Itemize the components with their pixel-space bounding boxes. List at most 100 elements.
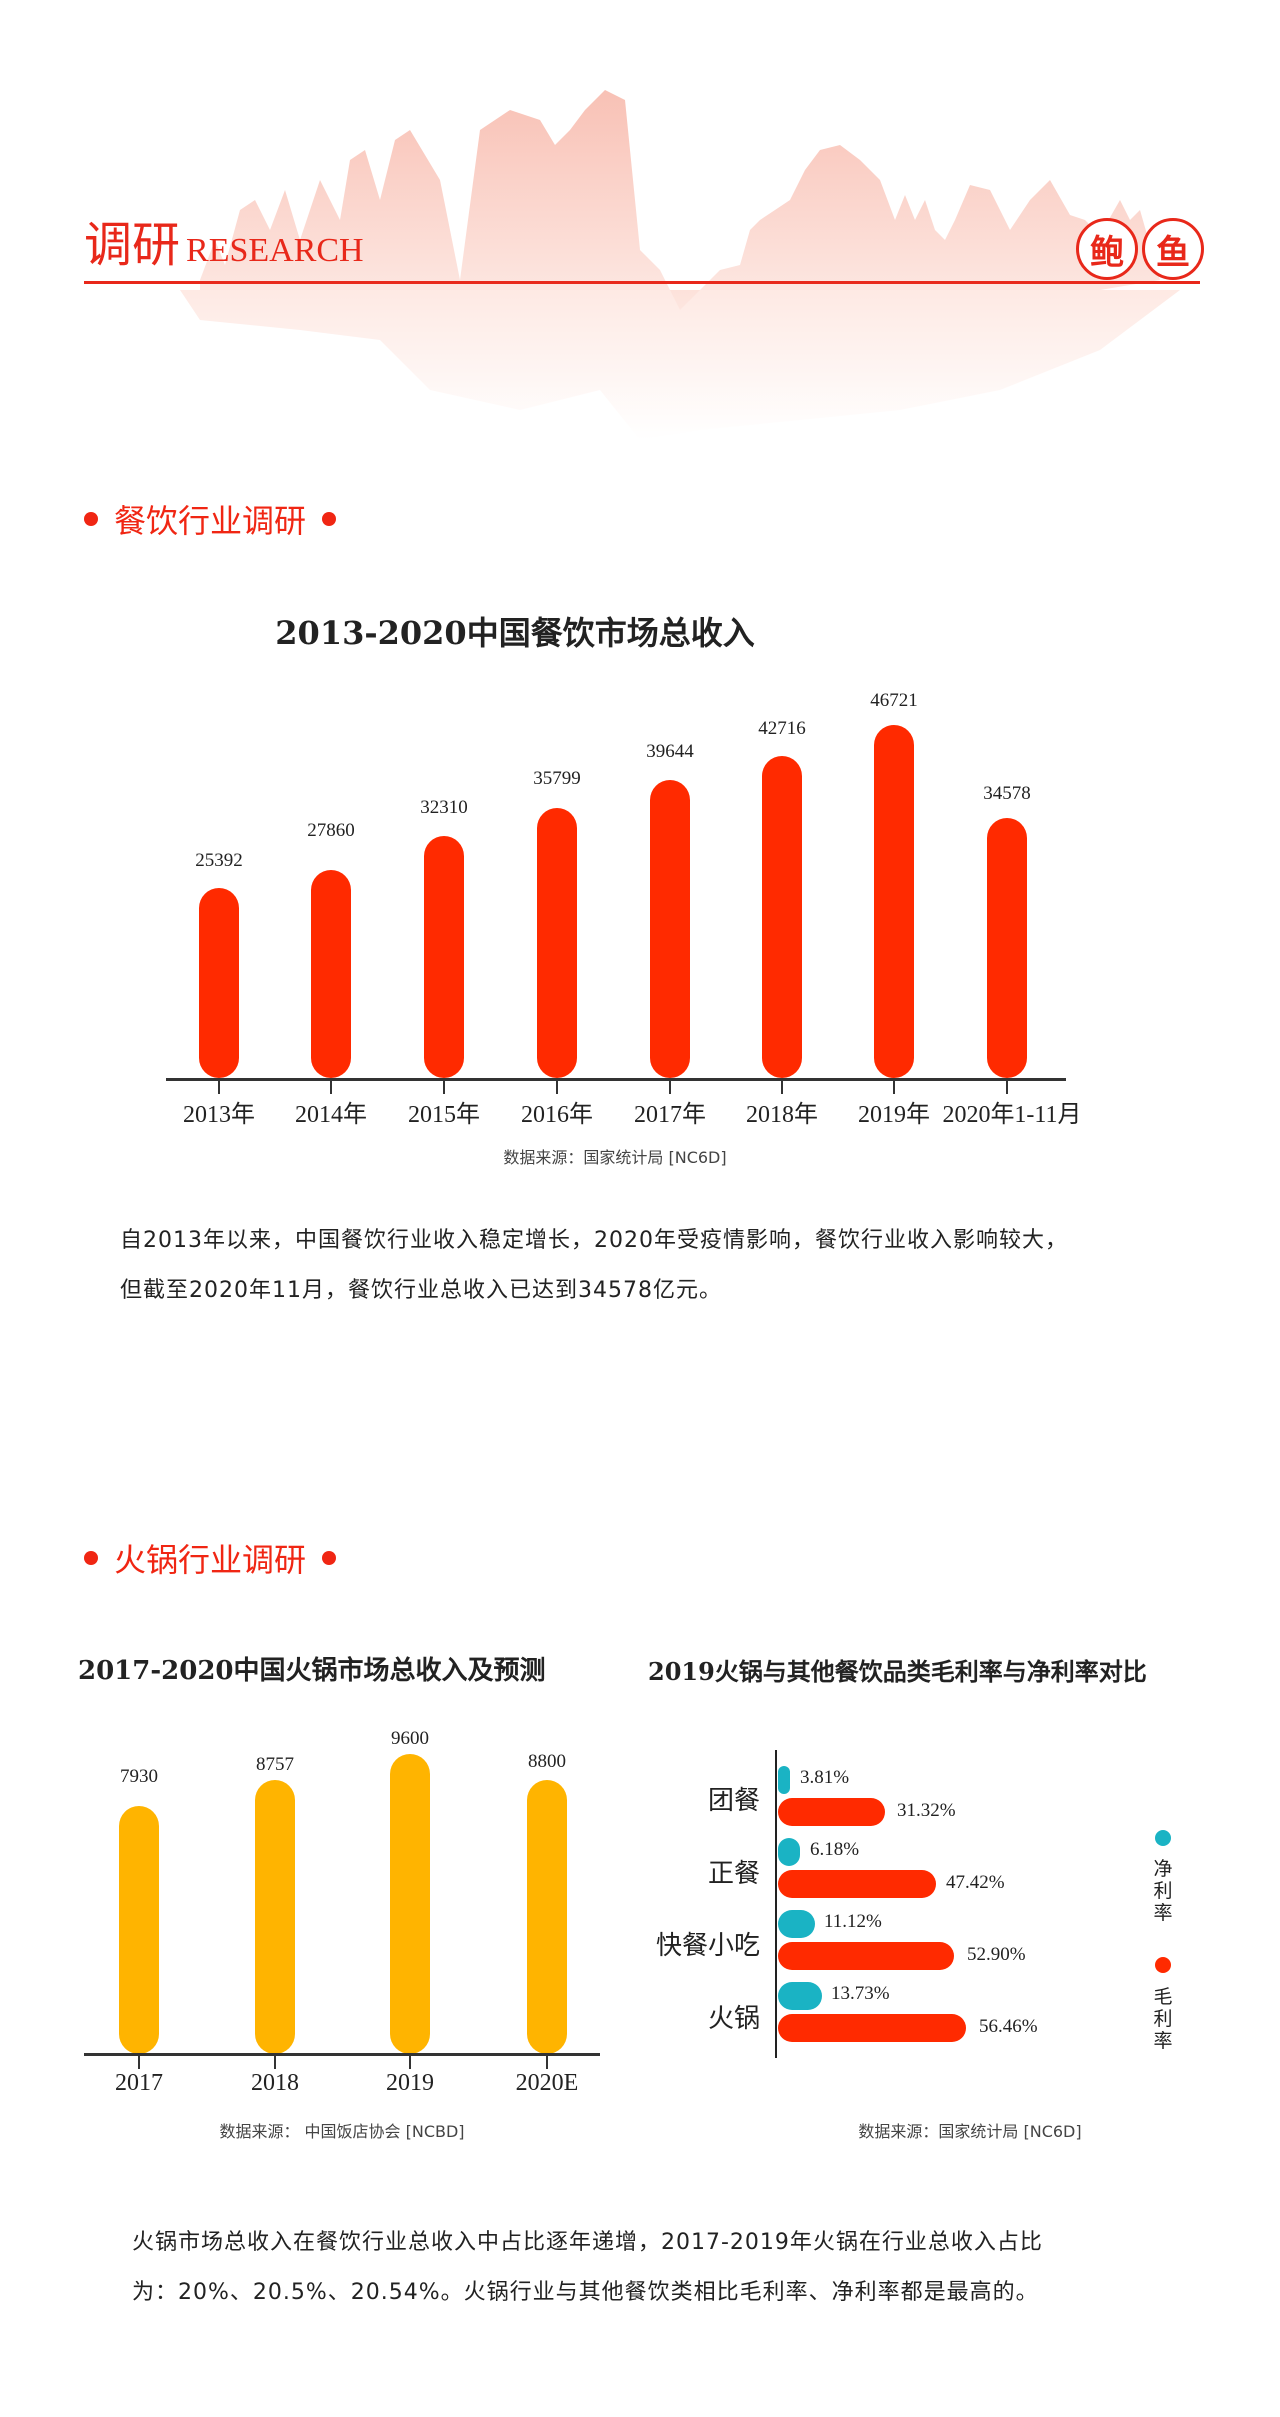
- x-tick-label: 2018年: [746, 1102, 818, 1128]
- seal-fish-icon: 鱼: [1142, 218, 1204, 280]
- value-label: 25392: [195, 850, 243, 871]
- bar-2019: [874, 725, 914, 1078]
- bar-gross-margin: [778, 2014, 966, 2042]
- section-heading-catering: 餐饮行业调研: [84, 496, 337, 542]
- bar-net-margin: [778, 1910, 815, 1938]
- bar-2018: [255, 1780, 295, 2054]
- x-tick-label: 2015年: [408, 1102, 480, 1128]
- x-tick-label: 2016年: [521, 1102, 593, 1128]
- bar-2018: [762, 756, 802, 1078]
- bullet-dot-icon: [84, 1551, 98, 1565]
- bullet-dot-icon: [322, 1551, 337, 1565]
- seal-fish-text: 鱼: [1156, 232, 1190, 273]
- value-label: 11.12%: [824, 1911, 882, 1932]
- bar-2017: [650, 780, 690, 1078]
- data-source-catering: 数据来源：国家统计局 [NC6D]: [503, 1148, 727, 1167]
- axis-tick: [781, 1080, 783, 1094]
- axis-tick: [546, 2055, 548, 2069]
- header-title: 调研 RESEARCH: [84, 218, 364, 279]
- value-label: 52.90%: [967, 1944, 1026, 1965]
- chart-title-margin-comparison: 2019火锅与其他餐饮品类毛利率与净利率对比: [648, 1657, 1147, 1686]
- x-tick-label: 2017: [115, 2070, 163, 2096]
- bar-2013: [199, 888, 239, 1078]
- axis-tick: [669, 1080, 671, 1094]
- seal-character-text: 鲍: [1090, 232, 1124, 273]
- axis-tick: [330, 1080, 332, 1094]
- paragraph-catering-summary: 自2013年以来，中国餐饮行业收入稳定增长，2020年受疫情影响，餐饮行业收入影…: [120, 1216, 1200, 1316]
- value-label: 39644: [646, 741, 694, 762]
- paragraph-line: 火锅市场总收入在餐饮行业总收入中占比逐年递增，2017-2019年火锅在行业总收…: [132, 2230, 1043, 2255]
- x-tick-label: 2020年1-11月: [942, 1102, 1082, 1128]
- bar-net-margin: [778, 1766, 790, 1794]
- chart-margin-comparison: 团餐 正餐 快餐小吃 火锅 3.81% 31.32% 6.18% 47.42% …: [655, 1750, 1173, 2058]
- value-label: 42716: [758, 718, 806, 739]
- x-tick-label: 2013年: [183, 1102, 255, 1128]
- bar-2016: [537, 808, 577, 1078]
- x-tick-label: 2019年: [858, 1102, 930, 1128]
- value-label: 27860: [307, 820, 355, 841]
- legend-gross-margin-icon: [1155, 1957, 1171, 1973]
- x-axis: [84, 2053, 600, 2056]
- data-source-margin: 数据来源：国家统计局 [NC6D]: [858, 2122, 1082, 2141]
- bar-net-margin: [778, 1838, 800, 1866]
- section-heading-text: 火锅行业调研: [114, 1541, 307, 1579]
- chart-title-catering-revenue: 2013-2020中国餐饮市场总收入: [275, 614, 755, 652]
- paragraph-line: 但截至2020年11月，餐饮行业总收入已达到34578亿元。: [120, 1278, 722, 1303]
- chart-catering-revenue: 25392 27860 32310 35799 39644 42716 4672…: [0, 0, 1280, 1200]
- bullet-dot-icon: [322, 512, 337, 526]
- x-tick-label: 2020E: [515, 2070, 579, 2096]
- bar-2019: [390, 1754, 430, 2054]
- bar-2015: [424, 836, 464, 1078]
- bullet-dot-icon: [84, 512, 98, 526]
- bar-2020E: [527, 1780, 567, 2054]
- bar-gross-margin: [778, 1942, 954, 1970]
- header-divider: [84, 281, 1200, 284]
- axis-tick: [556, 1080, 558, 1094]
- paragraph-line: 自2013年以来，中国餐饮行业收入稳定增长，2020年受疫情影响，餐饮行业收入影…: [120, 1228, 1068, 1253]
- header-title-cn: 调研: [84, 219, 181, 272]
- x-tick-label: 2014年: [295, 1102, 367, 1128]
- value-label: 8800: [528, 1751, 566, 1772]
- category-label: 正餐: [707, 1859, 760, 1889]
- value-label: 32310: [420, 797, 468, 818]
- axis-tick: [1006, 1080, 1008, 1094]
- axis-tick: [443, 1080, 445, 1094]
- value-label: 8757: [256, 1754, 294, 1775]
- legend-net-margin-label: 净利率: [1153, 1858, 1173, 1924]
- mountain-banner-graphic: [180, 90, 1180, 440]
- seal-character-icon: 鲍: [1076, 218, 1138, 280]
- value-label: 35799: [533, 768, 581, 789]
- value-label: 47.42%: [946, 1872, 1005, 1893]
- y-axis: [775, 1750, 777, 2058]
- value-label: 46721: [870, 690, 918, 711]
- bar-2014: [311, 870, 351, 1078]
- axis-tick: [893, 1080, 895, 1094]
- chart-hotpot-revenue: 7930 8757 9600 8800 2017 2018 2019 2020E: [0, 0, 640, 2100]
- axis-tick: [138, 2055, 140, 2069]
- paragraph-line: 为：20%、20.5%、20.54%。火锅行业与其他餐饮类相比毛利率、净利率都是…: [132, 2280, 1039, 2305]
- axis-tick: [409, 2055, 411, 2069]
- value-label: 13.73%: [831, 1983, 890, 2004]
- legend-gross-margin-label: 毛利率: [1153, 1986, 1173, 2052]
- x-tick-label: 2019: [386, 2070, 434, 2096]
- section-heading-hotpot: 火锅行业调研: [84, 1535, 337, 1581]
- section-heading-text: 餐饮行业调研: [114, 502, 307, 540]
- value-label: 7930: [120, 1766, 158, 1787]
- bar-2020: [987, 818, 1027, 1078]
- axis-tick: [274, 2055, 276, 2069]
- axis-tick: [218, 1080, 220, 1094]
- bar-net-margin: [778, 1982, 822, 2010]
- value-label: 56.46%: [979, 2016, 1038, 2037]
- x-tick-label: 2018: [251, 2070, 299, 2096]
- category-label: 快餐小吃: [655, 1931, 760, 1961]
- x-axis: [166, 1078, 1066, 1081]
- value-label: 31.32%: [897, 1800, 956, 1821]
- x-tick-label: 2017年: [634, 1102, 706, 1128]
- paragraph-hotpot-summary: 火锅市场总收入在餐饮行业总收入中占比逐年递增，2017-2019年火锅在行业总收…: [132, 2218, 1212, 2318]
- chart-title-hotpot-revenue: 2017-2020中国火锅市场总收入及预测: [78, 1656, 546, 1686]
- value-label: 6.18%: [810, 1839, 860, 1860]
- bar-gross-margin: [778, 1870, 936, 1898]
- value-label: 9600: [391, 1728, 429, 1749]
- bar-gross-margin: [778, 1798, 885, 1826]
- header-title-en: RESEARCH: [186, 232, 364, 269]
